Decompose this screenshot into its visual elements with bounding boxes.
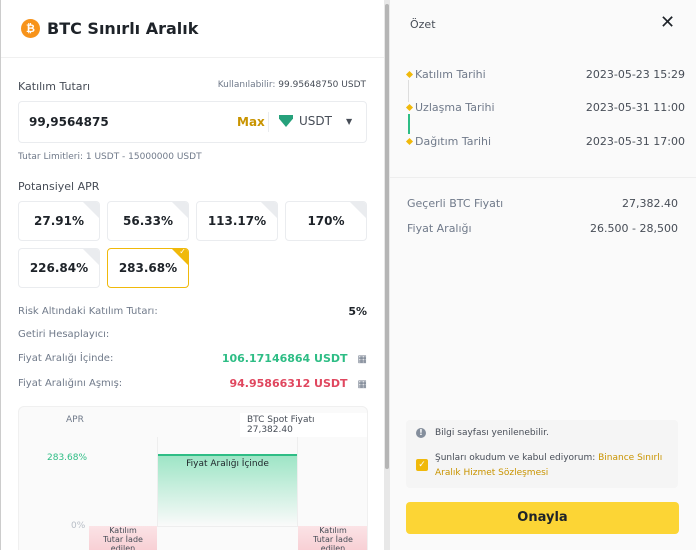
- apr-option[interactable]: 226.84%: [18, 248, 100, 288]
- confirm-button[interactable]: Onayla: [406, 502, 679, 534]
- y-tick-zero: 0%: [71, 521, 86, 531]
- risk-label: Risk Altındaki Katılım Tutarı:: [18, 306, 158, 317]
- amount-input[interactable]: 99,9564875 Max USDT ▼: [18, 101, 367, 143]
- price-label: Geçerli BTC Fiyatı: [407, 197, 504, 210]
- timeline-line-active: [408, 114, 410, 134]
- available-balance: Kullanılabilir: 99.95648750 USDT: [218, 80, 366, 90]
- diamond-icon: [405, 137, 414, 146]
- apr-value: 56.33%: [123, 214, 173, 228]
- in-range-area-label: Fiyat Aralığı İçinde: [186, 459, 269, 469]
- out-range-area-right: Katılım Tutar İade edilen: [298, 526, 367, 550]
- timeline-line: [408, 80, 409, 102]
- timeline-label: Dağıtım Tarihi: [415, 135, 492, 148]
- in-range-value: 106.17146864 USDT: [221, 352, 348, 365]
- max-button[interactable]: Max: [237, 115, 265, 129]
- out-range-label: Katılım Tutar İade edilen: [313, 526, 353, 550]
- timeline-value: 2023-05-23 15:29: [585, 68, 685, 81]
- summary-panel: Özet ✕ Katılım Tarihi 2023-05-23 15:29 Uz…: [390, 0, 696, 550]
- apr-option[interactable]: 170%: [285, 201, 367, 241]
- terms-link[interactable]: Binance Sınırlı Aralık Hizmet Sözleşmesi: [435, 453, 663, 478]
- apr-value: 27.91%: [34, 214, 84, 228]
- apr-chart: APR 283.68% 0% BTC Spot Fiyatı 27,382.40…: [18, 406, 368, 550]
- y-tick-max: 283.68%: [47, 453, 88, 463]
- range-label: Fiyat Aralığı: [407, 222, 472, 235]
- spot-value: 27,382.40: [247, 425, 293, 435]
- available-label: Kullanılabilir:: [217, 80, 276, 90]
- currency-label: USDT: [299, 114, 332, 128]
- apr-option[interactable]: 27.91%: [18, 201, 100, 241]
- timeline-value: 2023-05-31 11:00: [585, 101, 685, 114]
- divider: [268, 112, 269, 132]
- apr-label: Potansiyel APR: [18, 180, 100, 193]
- risk-value: 5%: [348, 305, 367, 318]
- agree-checkbox[interactable]: ✓: [416, 459, 428, 471]
- grid-line: [297, 437, 298, 527]
- in-range-label: Fiyat Aralığı İçinde:: [18, 353, 114, 364]
- info-icon: !: [416, 428, 426, 438]
- y-axis-label: APR: [66, 415, 84, 425]
- spot-label: BTC Spot Fiyatı: [247, 415, 315, 425]
- apr-option[interactable]: 113.17%: [196, 201, 278, 241]
- apr-value: 226.84%: [29, 261, 89, 275]
- agree-text: Şunları okudum ve kabul ediyorum:: [435, 453, 596, 463]
- summary-title: Özet: [410, 18, 436, 31]
- timeline-item: Uzlaşma Tarihi 2023-05-31 11:00: [405, 101, 685, 114]
- in-range-area: Fiyat Aralığı İçinde: [158, 454, 297, 526]
- price-value: 27,382.40: [622, 197, 678, 210]
- chevron-down-icon: ▼: [345, 116, 353, 126]
- apr-value: 170%: [307, 214, 345, 228]
- zero-line: [89, 526, 367, 527]
- available-value: 99.95648750 USDT: [278, 80, 366, 90]
- scrollbar-thumb[interactable]: [385, 4, 389, 469]
- info-text: Bilgi sayfası yenilenebilir.: [435, 428, 549, 438]
- out-range-area-left: Katılım Tutar İade edilen: [89, 526, 157, 550]
- apr-value: 113.17%: [207, 214, 267, 228]
- calculator-icon[interactable]: ▦: [357, 379, 367, 390]
- btc-icon: ₿: [21, 19, 40, 38]
- usdt-icon: [279, 115, 293, 127]
- amount-limits: Tutar Limitleri: 1 USDT - 15000000 USDT: [18, 152, 202, 162]
- calculator-label: Getiri Hesaplayıcı:: [18, 329, 110, 340]
- amount-value[interactable]: 99,9564875: [29, 115, 109, 129]
- divider: [1, 57, 384, 58]
- notice-box: ! Bilgi sayfası yenilenebilir. ✓ Şunları…: [406, 420, 678, 488]
- diamond-icon: [405, 70, 414, 79]
- out-range-label: Katılım Tutar İade edilen: [103, 526, 143, 550]
- page-title: BTC Sınırlı Aralık: [47, 19, 199, 38]
- timeline-value: 2023-05-31 17:00: [585, 135, 685, 148]
- check-icon: ✓: [179, 248, 186, 256]
- diamond-icon: [405, 103, 414, 112]
- currency-select[interactable]: USDT ▼: [279, 114, 352, 128]
- range-value: 26.500 - 28,500: [590, 222, 678, 235]
- apr-option[interactable]: 56.33%: [107, 201, 189, 241]
- confirm-label: Onayla: [517, 510, 568, 525]
- timeline-item: Dağıtım Tarihi 2023-05-31 17:00: [405, 135, 685, 148]
- amount-label: Katılım Tutarı: [18, 80, 91, 93]
- close-icon[interactable]: ✕: [660, 12, 676, 33]
- calculator-icon[interactable]: ▦: [357, 354, 367, 365]
- grid-line: [157, 437, 158, 527]
- timeline-label: Katılım Tarihi: [415, 68, 486, 81]
- timeline-label: Uzlaşma Tarihi: [415, 101, 495, 114]
- subscription-panel: ₿ BTC Sınırlı Aralık Katılım Tutarı Kull…: [0, 0, 384, 550]
- timeline-item: Katılım Tarihi 2023-05-23 15:29: [405, 68, 685, 81]
- divider: [390, 177, 696, 178]
- out-range-value: 94.95866312 USDT: [229, 377, 348, 390]
- apr-value: 283.68%: [118, 261, 178, 275]
- out-range-label: Fiyat Aralığını Aşmış:: [18, 378, 123, 389]
- spot-price-label: BTC Spot Fiyatı 27,382.40: [240, 413, 367, 437]
- apr-option-selected[interactable]: ✓ 283.68%: [107, 248, 189, 288]
